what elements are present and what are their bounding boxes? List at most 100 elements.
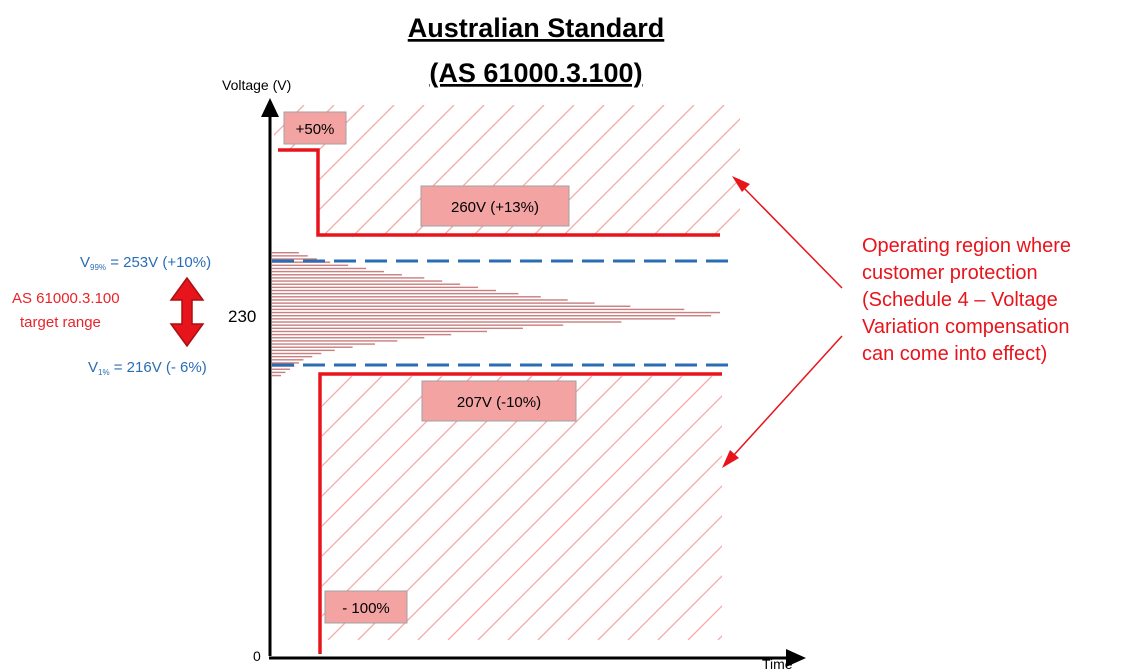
histogram-bar — [272, 362, 299, 364]
histogram-bar — [272, 280, 443, 282]
note-line-5: can come into effect) — [862, 343, 1047, 365]
histogram-bar — [272, 318, 676, 320]
hatch-line — [322, 376, 323, 640]
histogram-bar — [272, 292, 519, 295]
histogram-bar — [272, 267, 367, 270]
upper-operating-region-hatch — [274, 105, 874, 237]
histogram-bar — [272, 286, 479, 289]
histogram-bar — [272, 327, 523, 330]
histogram-bar — [272, 321, 622, 323]
histogram-bar — [272, 315, 711, 317]
pointer-arrow-lower — [722, 335, 843, 468]
histogram-bar — [272, 311, 720, 314]
hatch-line — [621, 105, 740, 237]
hatch-line — [417, 376, 683, 640]
histogram-bar — [272, 289, 496, 292]
lower-operating-region-hatch — [322, 376, 722, 640]
target-range-line-1: AS 61000.3.100 — [12, 290, 120, 307]
x-axis-arrow — [786, 649, 806, 667]
v1-label: V1% = 216V (- 6%) — [88, 359, 207, 377]
svg-text:260V (+13%): 260V (+13%) — [451, 199, 539, 216]
note-line-3: (Schedule 4 – Voltage — [862, 289, 1058, 311]
histogram-bar — [272, 352, 322, 355]
hatch-line — [597, 376, 722, 640]
hatch-line — [322, 376, 413, 640]
title-line-2: (AS 61000.3.100) — [429, 58, 642, 88]
histogram-bar — [272, 305, 631, 307]
y-axis-label: Voltage (V) — [222, 77, 291, 93]
hatch-line — [322, 376, 443, 640]
y-axis-arrow — [261, 98, 279, 117]
histogram-bar — [272, 333, 452, 336]
histogram-bar — [272, 252, 299, 254]
target-range-double-arrow — [169, 276, 205, 348]
hatch-line — [381, 105, 515, 237]
hatch-line — [711, 105, 740, 237]
hatch-line — [742, 105, 874, 237]
operating-region-note: Operating region where customer protecti… — [862, 235, 1071, 365]
histogram-bar — [272, 302, 595, 304]
note-line-1: Operating region where — [862, 235, 1071, 257]
207v-box: 207V (-10%) — [421, 380, 577, 422]
histogram-bar — [272, 258, 317, 260]
histogram-bar — [272, 274, 402, 276]
hatch-line — [321, 105, 455, 237]
minus-100-box: - 100% — [324, 590, 408, 624]
histogram-bar — [272, 359, 304, 361]
v99-label: V99% = 253V (+10%) — [80, 254, 211, 272]
hatch-line — [274, 105, 305, 237]
note-line-4: Variation compensation — [862, 316, 1070, 338]
histogram-bar — [272, 374, 281, 377]
histogram-bar — [272, 299, 568, 301]
hatch-line — [447, 376, 713, 640]
hatch-line — [687, 376, 722, 640]
histogram-bar — [272, 324, 564, 326]
hatch-line — [322, 376, 353, 640]
hatch-line — [274, 105, 275, 237]
hatch-line — [567, 376, 722, 640]
histogram-bar — [272, 277, 425, 279]
origin-label: 0 — [253, 648, 261, 664]
svg-text:- 100%: - 100% — [342, 600, 390, 617]
histogram-bar — [272, 346, 353, 348]
histogram-bar — [272, 330, 487, 333]
hatch-line — [627, 376, 722, 640]
hatch-line — [717, 376, 722, 640]
upper-limit-line — [278, 148, 720, 237]
260v-box: 260V (+13%) — [420, 185, 570, 227]
pointer-arrow-upper — [732, 176, 843, 289]
histogram-bar — [272, 270, 384, 273]
histogram-bar — [272, 343, 375, 345]
svg-text:207V (-10%): 207V (-10%) — [457, 394, 541, 411]
hatch-line — [507, 376, 722, 640]
x-axis-label: Time — [762, 656, 793, 671]
note-line-2: customer protection — [862, 262, 1038, 284]
histogram-bar — [272, 255, 308, 257]
hatch-line — [477, 376, 722, 640]
histogram-bar — [272, 368, 290, 370]
hatch-line — [681, 105, 740, 237]
histogram-bar — [272, 349, 335, 352]
hatch-line — [561, 105, 695, 237]
target-range-line-2: target range — [20, 314, 101, 331]
plus-50-box: +50% — [283, 111, 347, 145]
svg-text:+50%: +50% — [296, 121, 335, 138]
title-line-1: Australian Standard — [408, 13, 665, 43]
histogram-bar — [272, 340, 398, 342]
hatch-line — [351, 105, 485, 237]
histogram-bar — [272, 264, 349, 267]
hatch-line — [537, 376, 722, 640]
hatch-line — [651, 105, 740, 237]
hatch-line — [591, 105, 725, 237]
histogram-bar — [272, 261, 331, 263]
histogram-bar — [272, 337, 425, 339]
hatch-line — [387, 376, 653, 640]
histogram-bar — [272, 308, 685, 311]
hatch-line — [322, 376, 383, 640]
lower-limit-line — [318, 372, 722, 654]
histogram-bar — [272, 296, 541, 298]
histogram-bar — [272, 371, 286, 374]
histogram-bar — [272, 355, 313, 358]
nominal-230-label: 230 — [228, 307, 256, 326]
